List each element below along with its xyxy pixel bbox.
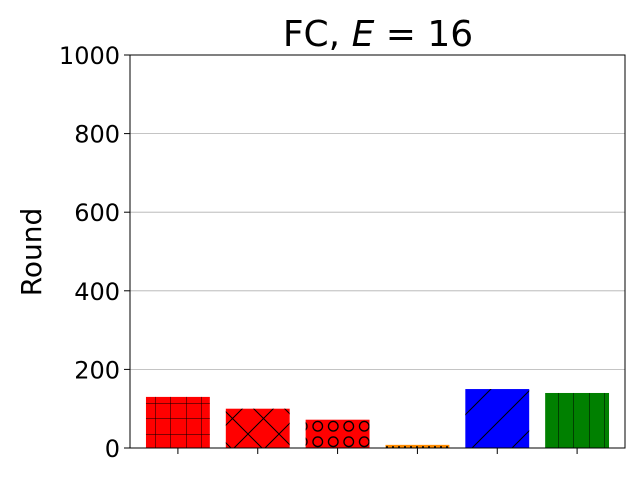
plot-frame: [129, 54, 626, 449]
title-prefix: FC,: [283, 14, 352, 55]
y-tick-label: 800: [74, 121, 120, 149]
bar-hatch: [385, 444, 450, 448]
y-tick-label: 1000: [59, 42, 120, 70]
y-tick-label: 200: [74, 356, 120, 384]
y-ticks: 0 200 400 600 800 1000: [59, 42, 130, 463]
title-suffix: = 16: [374, 14, 473, 55]
bar-hatch: [225, 408, 290, 448]
title-variable: E: [352, 14, 375, 55]
y-axis-label: Round: [15, 208, 48, 297]
bar-hatch: [545, 392, 610, 448]
gridlines: [130, 133, 625, 370]
chart-title: FC, E = 16: [283, 14, 473, 55]
bars: [145, 389, 610, 448]
x-ticks: [177, 448, 578, 454]
bar-hatch: [145, 396, 210, 448]
bar-hatch: [465, 389, 530, 448]
y-tick-label: 0: [105, 435, 120, 463]
axes: [129, 54, 626, 449]
y-tick-label: 600: [74, 199, 120, 227]
y-tick-label: 400: [74, 278, 120, 306]
bar-hatch: [305, 419, 370, 448]
